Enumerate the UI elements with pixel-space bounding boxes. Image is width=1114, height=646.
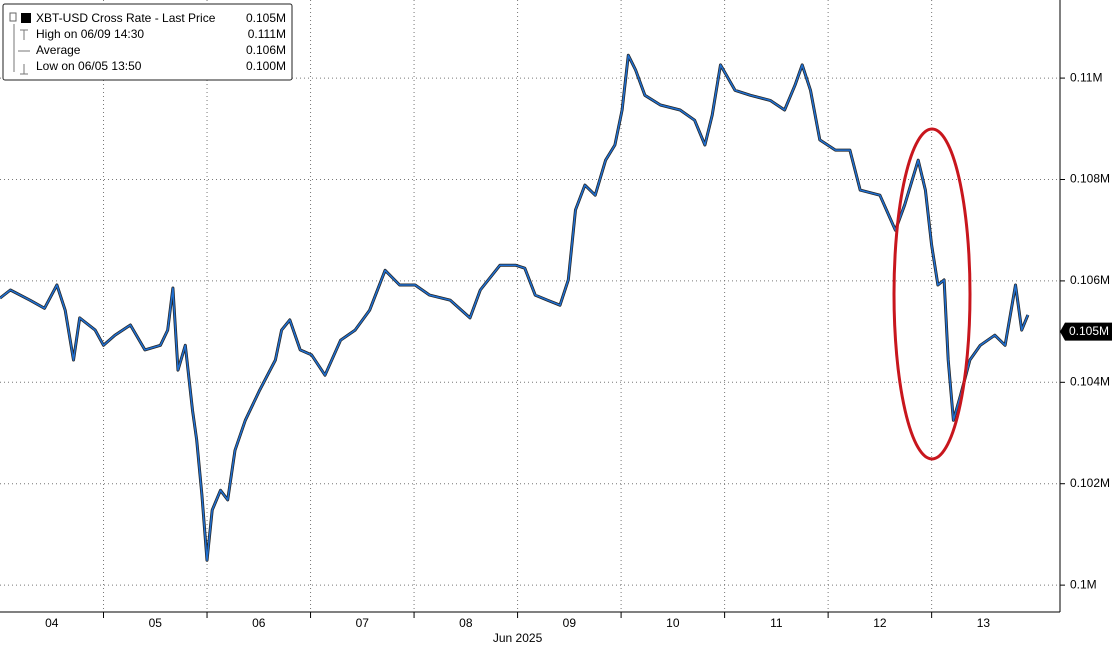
y-tick-label: 0.102M (1070, 476, 1110, 490)
last-price-label: 0.105M (1069, 324, 1109, 338)
legend-series: XBT-USD Cross Rate - Last Price (36, 11, 216, 25)
legend-stat-label: Low on 06/05 13:50 (36, 59, 142, 73)
x-tick-label: 05 (149, 616, 163, 630)
legend-icons (13, 24, 30, 75)
legend-toggle (9, 12, 17, 22)
legend-stat-label: High on 06/09 14:30 (36, 27, 144, 41)
legend-swatch (21, 13, 31, 23)
x-tick-label: 06 (252, 616, 266, 630)
legend-stat-value: 0.106M (246, 43, 286, 57)
x-tick-label: 07 (356, 616, 370, 630)
x-tick-label: 08 (459, 616, 473, 630)
legend-box (2, 3, 293, 81)
x-tick-label: 12 (873, 616, 887, 630)
legend-stat-label: Average (36, 43, 81, 57)
x-tick-label: 13 (977, 616, 991, 630)
legend-last: 0.105M (246, 11, 286, 25)
y-tick-label: 0.11M (1070, 70, 1102, 84)
y-tick-label: 0.104M (1070, 374, 1110, 388)
legend-stat-value: 0.111M (248, 27, 286, 41)
y-tick-label: 0.108M (1070, 172, 1110, 186)
y-tick-label: 0.1M (1070, 577, 1097, 591)
x-axis-label: Jun 2025 (493, 631, 543, 645)
y-tick-label: 0.106M (1070, 273, 1110, 287)
legend-stat-value: 0.100M (246, 59, 286, 73)
last-price-box (1060, 322, 1112, 341)
legend: XBT-USD Cross Rate - Last Price 0.105M H… (2, 3, 293, 81)
x-tick-label: 04 (45, 616, 59, 630)
x-tick-label: 10 (666, 616, 680, 630)
x-tick-label: 09 (563, 616, 577, 630)
highlight-ellipse (892, 127, 972, 461)
x-tick-label: 11 (770, 616, 783, 630)
